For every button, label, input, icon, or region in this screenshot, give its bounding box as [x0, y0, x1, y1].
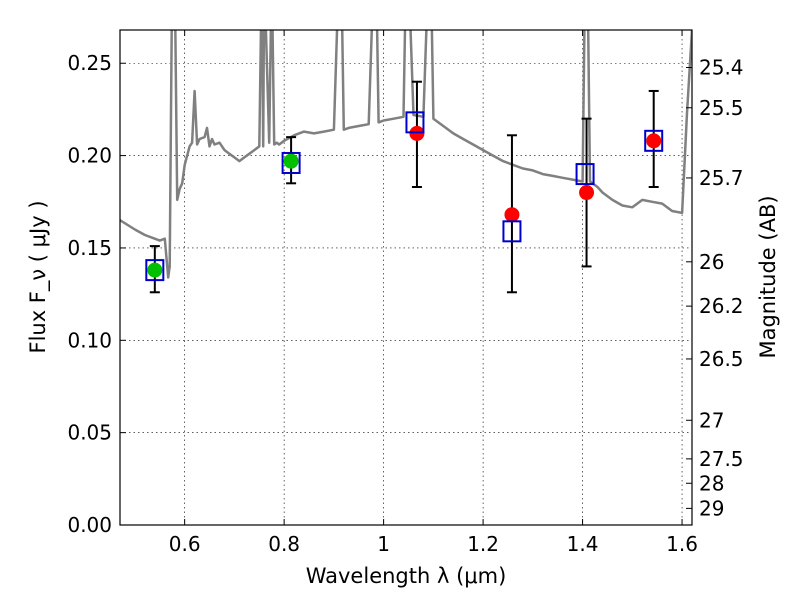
x-tick-label: 0.8: [268, 532, 300, 556]
magnitude-tick-label: 26.5: [699, 347, 744, 371]
y-tick-label: 0.15: [67, 236, 112, 260]
spectrum-line: [120, 30, 692, 279]
model-square: [145, 259, 165, 282]
magnitude-tick-label: 26: [699, 250, 724, 274]
y-tick-label: 0.10: [67, 328, 112, 352]
marker-layer: [147, 125, 662, 278]
magnitude-tick-label: 25.4: [699, 55, 744, 79]
model-square: [644, 129, 664, 152]
magnitude-axis-label: Magnitude (AB): [756, 195, 780, 358]
x-tick-label: 0.6: [169, 532, 201, 556]
y-tick-label: 0.20: [67, 144, 112, 168]
magnitude-tick-label: 28: [699, 471, 724, 495]
square-layer: [145, 111, 664, 282]
magnitude-tick-label: 25.7: [699, 166, 744, 190]
model-square: [502, 220, 522, 243]
y-tick-label: 0.25: [67, 51, 112, 75]
magnitude-tick-label: 26.2: [699, 294, 744, 318]
model-square: [575, 163, 595, 186]
magnitude-tick-label: 27: [699, 408, 724, 432]
model-square: [405, 111, 425, 134]
x-tick-label: 1.4: [567, 532, 599, 556]
plot-frame: [119, 29, 693, 526]
y-axis-ticks: 0.00 0.05 0.10 0.15 0.20 0.25: [67, 51, 126, 537]
y-tick-label: 0.05: [67, 421, 112, 445]
y-axis-label: Flux F_ν ( μJy ): [26, 200, 51, 353]
data-point: [579, 185, 595, 201]
data-point: [283, 153, 299, 169]
y-tick-label: 0.00: [67, 513, 112, 537]
magnitude-tick-label: 29: [699, 496, 724, 520]
grid-lines: [120, 30, 692, 526]
magnitude-tick-label: 25.5: [699, 96, 744, 120]
x-tick-label: 1: [377, 532, 390, 556]
model-square: [281, 151, 301, 174]
data-point: [409, 125, 425, 141]
data-point: [646, 133, 662, 149]
x-axis-ticks: 0.6 0.8 1 1.2 1.4 1.6: [169, 30, 698, 556]
spectrum-layer: [120, 30, 692, 279]
x-tick-label: 1.2: [467, 532, 499, 556]
x-tick-label: 1.6: [666, 532, 698, 556]
data-point: [147, 262, 163, 278]
magnitude-tick-label: 27.5: [699, 447, 744, 471]
x-axis-label: Wavelength λ (μm): [306, 564, 507, 588]
data-point: [504, 207, 520, 223]
